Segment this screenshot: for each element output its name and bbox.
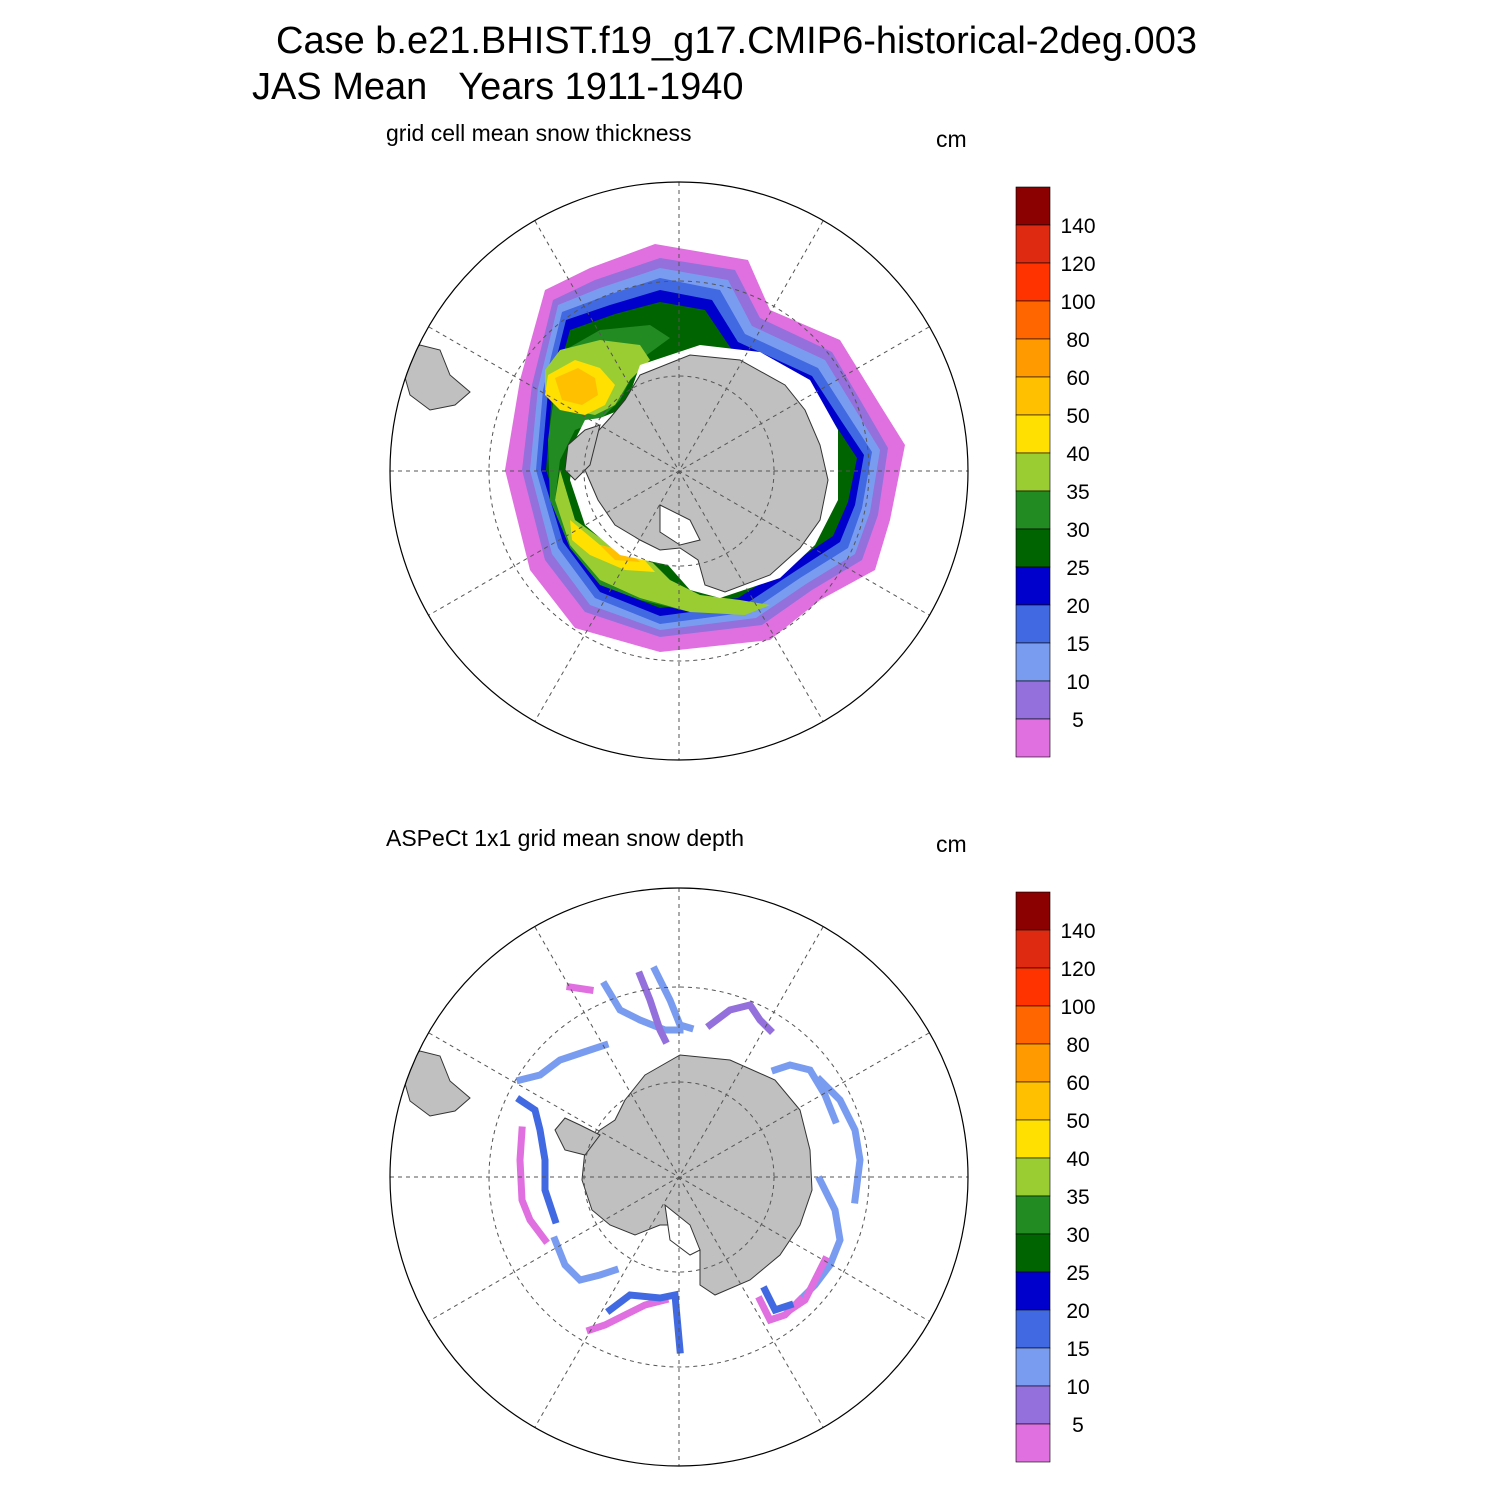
track-9 — [550, 1235, 620, 1284]
track-3 — [635, 970, 670, 1045]
colorbar-2-label: 10 — [1066, 1376, 1089, 1399]
polar-map-aspect — [389, 887, 969, 1467]
colorbar-1-swatch — [1015, 300, 1051, 340]
track-2 — [600, 980, 684, 1034]
colorbar-2-swatch — [1015, 1347, 1051, 1387]
track-16 — [785, 1255, 830, 1315]
colorbar-2-swatch — [1015, 1271, 1051, 1311]
colorbar-1-swatch — [1015, 566, 1051, 606]
figure-title-line-2: JAS Mean Years 1911-1940 — [252, 66, 744, 108]
ross-ice-shelf-gap — [659, 504, 701, 546]
colorbar-1-label: 40 — [1066, 443, 1089, 466]
colorbar-2-swatch — [1015, 1233, 1051, 1273]
track-1 — [566, 983, 594, 994]
colorbar-2-swatch — [1015, 967, 1051, 1007]
colorbar-2-label: 80 — [1066, 1034, 1089, 1057]
track-12 — [770, 1061, 840, 1125]
track-11 — [605, 1290, 684, 1354]
colorbar-1-swatch — [1015, 262, 1051, 302]
track-13 — [815, 1075, 864, 1204]
colorbar-2-label: 40 — [1066, 1148, 1089, 1171]
colorbar-2-label: 20 — [1066, 1300, 1089, 1323]
panel-2-title: ASPeCt 1x1 grid mean snow depth — [386, 825, 744, 851]
colorbar-2-swatch — [1015, 891, 1051, 931]
colorbar-2-swatch — [1015, 1195, 1051, 1235]
colorbar-1: 5 10 15 20 25 30 35 40 50 60 80 100 120 140 — [1015, 186, 1096, 758]
colorbar-2-label: 25 — [1066, 1262, 1089, 1285]
antarctic-peninsula-2 — [554, 1117, 601, 1156]
panel-1-title: grid cell mean snow thickness — [386, 120, 692, 146]
colorbar-2: 5 10 15 20 25 30 35 40 50 60 80 100 120 140 — [1015, 891, 1096, 1463]
colorbar-1-label: 30 — [1066, 519, 1089, 542]
colorbar-1-label: 120 — [1060, 253, 1095, 276]
panel-1-units: cm — [936, 126, 967, 152]
south-america-tip-2 — [399, 1050, 471, 1117]
colorbar-1-label: 60 — [1066, 367, 1089, 390]
colorbar-2-label: 100 — [1060, 996, 1095, 1019]
colorbar-1-swatch — [1015, 224, 1051, 264]
snow-band-35-40-b — [555, 470, 770, 615]
colorbar-2-swatch — [1015, 1423, 1051, 1463]
colorbar-1-swatch — [1015, 604, 1051, 644]
colorbar-1-label: 50 — [1066, 405, 1089, 428]
track-10 — [585, 1295, 670, 1335]
colorbar-2-label: 15 — [1066, 1338, 1089, 1361]
colorbar-2-swatch — [1015, 1157, 1051, 1197]
colorbar-2-label: 5 — [1072, 1414, 1084, 1437]
colorbar-1-swatch — [1015, 490, 1051, 530]
colorbar-2-swatch — [1015, 1005, 1051, 1045]
colorbar-2-swatch — [1015, 929, 1051, 969]
antarctic-peninsula — [564, 424, 601, 481]
map-boundary-1 — [389, 181, 969, 761]
track-6 — [515, 1040, 610, 1085]
snow-band-50-60 — [555, 368, 598, 405]
track-4 — [650, 965, 695, 1033]
figure-title-line-1: Case b.e21.BHIST.f19_g17.CMIP6-historica… — [276, 20, 1197, 62]
colorbar-2-label: 60 — [1066, 1072, 1089, 1095]
track-8 — [516, 1126, 550, 1245]
colorbar-1-swatch — [1015, 528, 1051, 568]
colorbar-1-swatch — [1015, 414, 1051, 454]
colorbar-2-label: 50 — [1066, 1110, 1089, 1133]
graticule-1 — [390, 182, 968, 760]
colorbar-2-swatch — [1015, 1385, 1051, 1425]
colorbar-2-swatch — [1015, 1119, 1051, 1159]
graticule-2 — [390, 888, 968, 1466]
map-boundary-2 — [389, 887, 969, 1467]
colorbar-1-label: 5 — [1072, 709, 1084, 732]
polar-map-model — [389, 181, 969, 761]
colorbar-2-label: 30 — [1066, 1224, 1089, 1247]
track-17 — [760, 1285, 795, 1315]
panel-2-units: cm — [936, 831, 967, 857]
colorbar-1-label: 15 — [1066, 633, 1089, 656]
colorbar-2-swatch — [1015, 1043, 1051, 1083]
colorbar-1-label: 35 — [1066, 481, 1089, 504]
colorbar-1-swatch — [1015, 718, 1051, 758]
colorbar-1-label: 100 — [1060, 291, 1095, 314]
colorbar-2-label: 140 — [1060, 920, 1095, 943]
colorbar-1-swatch — [1015, 186, 1051, 226]
colorbar-1-label: 80 — [1066, 329, 1089, 352]
colorbar-1-label: 10 — [1066, 671, 1089, 694]
colorbar-1-swatch — [1015, 452, 1051, 492]
colorbar-2-label: 35 — [1066, 1186, 1089, 1209]
colorbar-2-swatch — [1015, 1081, 1051, 1121]
colorbar-1-swatch — [1015, 642, 1051, 682]
antarctica-landmass-2 — [581, 1054, 813, 1296]
colorbar-2-label: 120 — [1060, 958, 1095, 981]
colorbar-1-label: 140 — [1060, 215, 1095, 238]
colorbar-2-swatch — [1015, 1309, 1051, 1349]
colorbar-1-swatch — [1015, 376, 1051, 416]
colorbar-1-label: 25 — [1066, 557, 1089, 580]
ross-ice-shelf-gap-2 — [664, 1203, 701, 1256]
colorbar-1-label: 20 — [1066, 595, 1089, 618]
ship-tracks — [515, 965, 864, 1354]
colorbar-1-swatch — [1015, 338, 1051, 378]
track-7 — [515, 1095, 560, 1225]
colorbar-1-swatch — [1015, 680, 1051, 720]
south-america-tip — [399, 344, 471, 411]
track-5 — [705, 1001, 775, 1035]
